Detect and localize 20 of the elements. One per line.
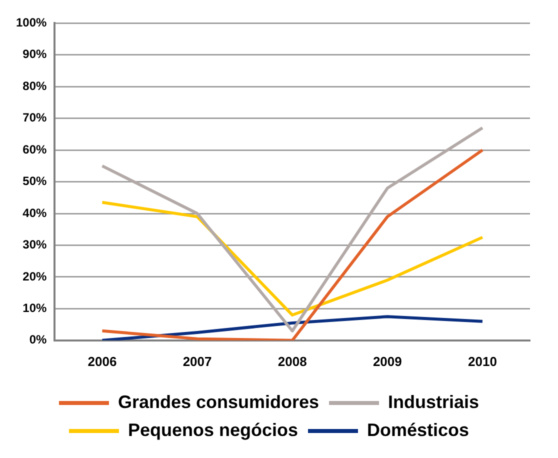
y-tick-label: 20% [22,269,48,284]
legend-label: Pequenos negócios [128,420,298,440]
x-tick-label: 2006 [88,354,117,369]
legend-label: Industriais [388,392,480,412]
x-tick-label: 2009 [372,354,402,369]
y-tick-label: 100% [16,16,48,30]
x-tick-label: 2008 [278,354,307,369]
legend-label: Grandes consumidores [118,392,320,412]
y-tick-label: 80% [22,78,48,93]
y-tick-label: 0% [29,332,48,347]
legend-label: Domésticos [367,420,470,440]
x-tick-label: 2007 [182,354,212,369]
y-tick-label: 10% [22,300,48,315]
y-tick-label: 90% [22,47,48,62]
x-tick-label: 2010 [468,354,497,369]
y-tick-label: 50% [22,174,48,188]
y-tick-label: 40% [22,206,48,220]
y-tick-label: 60% [22,142,48,156]
y-tick-label: 70% [22,110,48,125]
y-tick-label: 30% [22,238,48,252]
